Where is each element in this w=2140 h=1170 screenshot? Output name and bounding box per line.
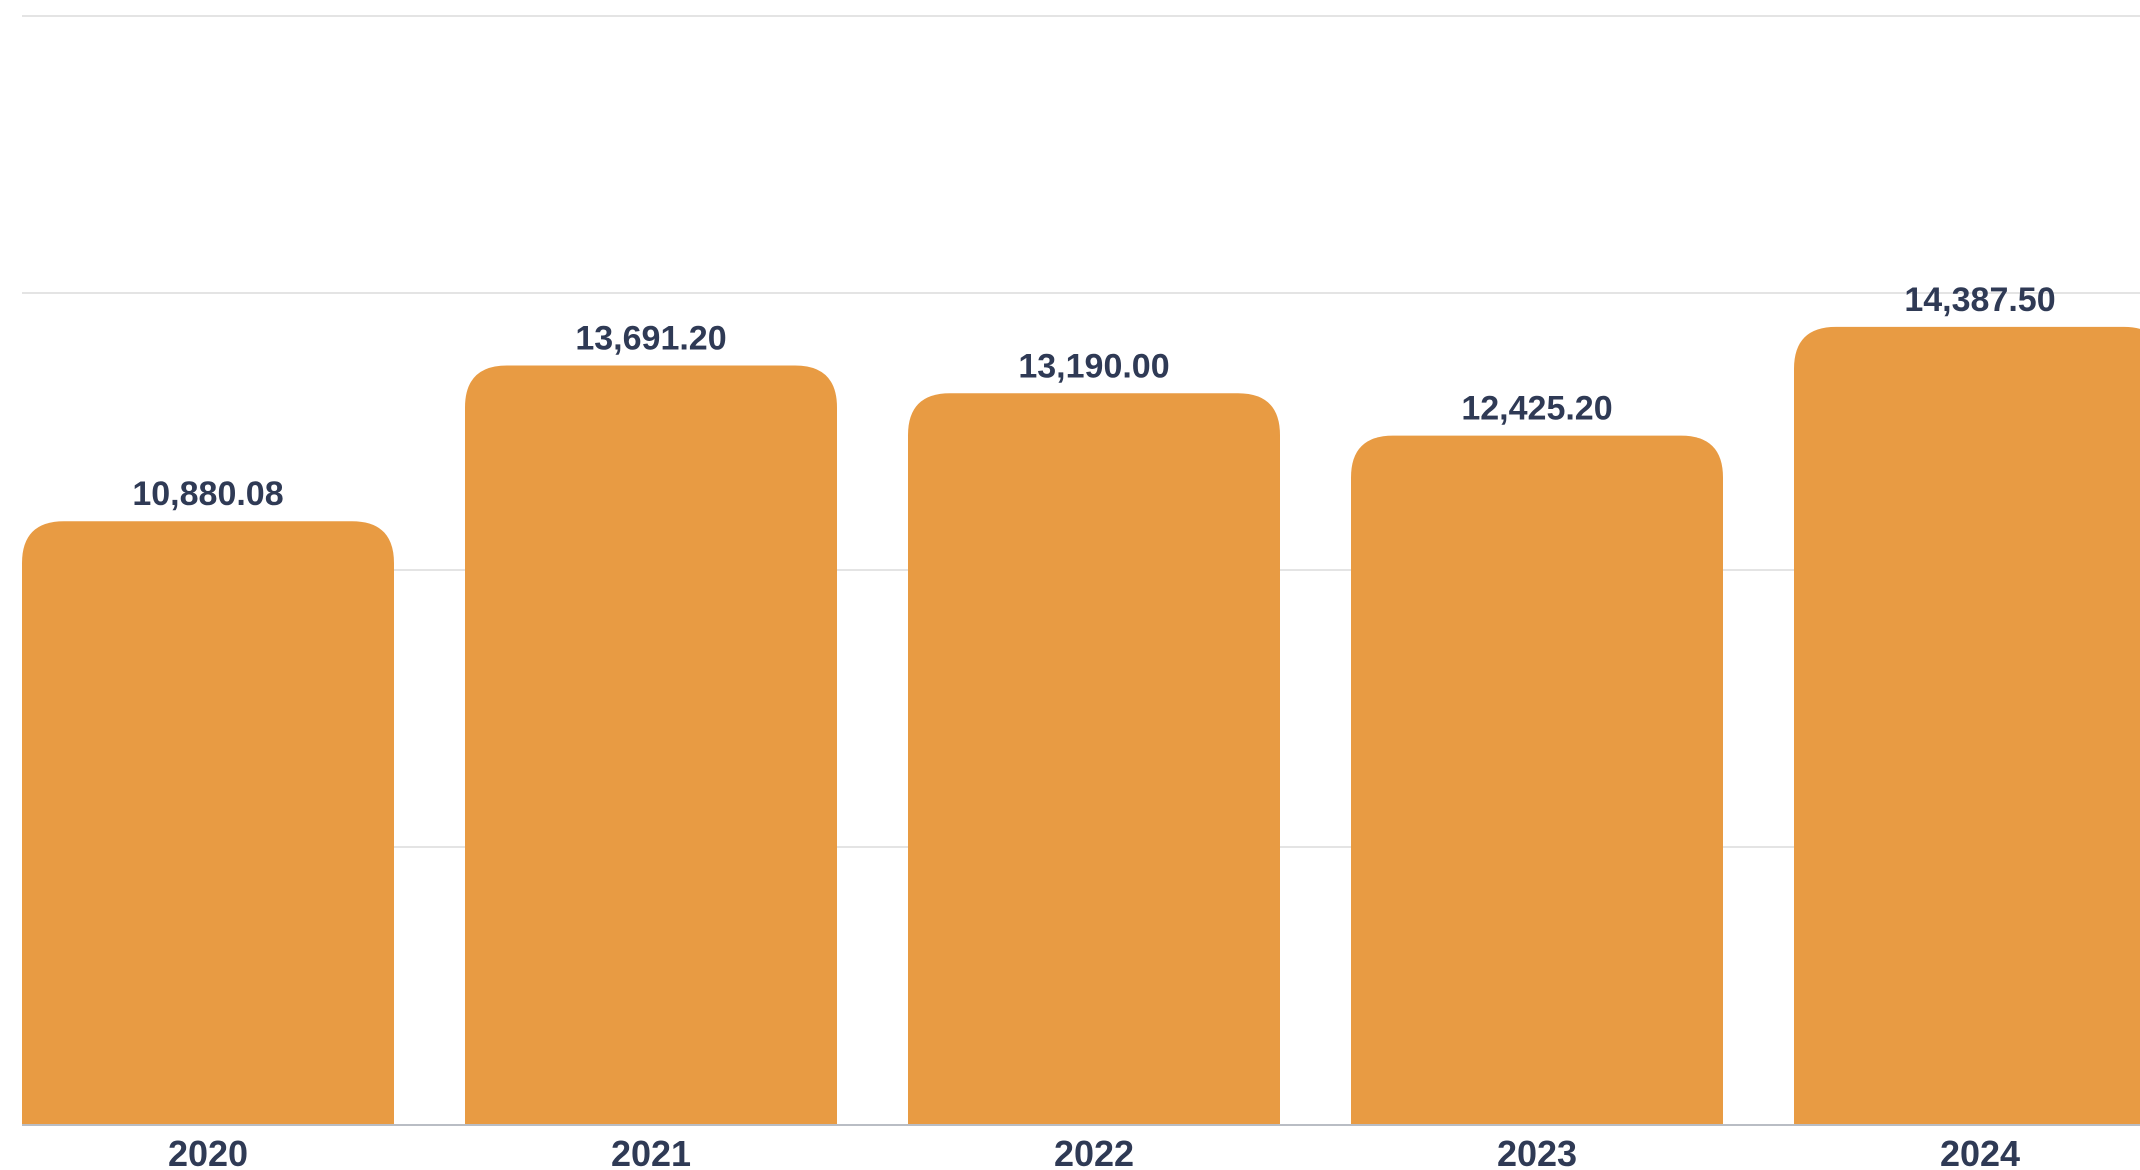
bar-2021 [465, 366, 837, 1124]
bar-2024 [1794, 327, 2140, 1124]
bar-2020 [22, 521, 394, 1124]
data-label-2021: 13,691.20 [575, 320, 726, 358]
x-tick-label-2020: 2020 [168, 1133, 248, 1170]
bars [22, 327, 2140, 1124]
data-label-2020: 10,880.08 [132, 475, 283, 513]
x-tick-label-2023: 2023 [1497, 1133, 1577, 1170]
bar-2022 [908, 393, 1280, 1124]
data-label-2024: 14,387.50 [1904, 281, 2055, 319]
data-label-2022: 13,190.00 [1018, 347, 1169, 385]
x-tick-label-2021: 2021 [611, 1133, 691, 1170]
data-label-2023: 12,425.20 [1461, 390, 1612, 428]
x-tick-label-2022: 2022 [1054, 1133, 1134, 1170]
x-axis-ticks: 2020 2021 2022 2023 2024 [168, 1133, 2020, 1170]
x-tick-label-2024: 2024 [1940, 1133, 2020, 1170]
bar-2023 [1351, 436, 1723, 1124]
